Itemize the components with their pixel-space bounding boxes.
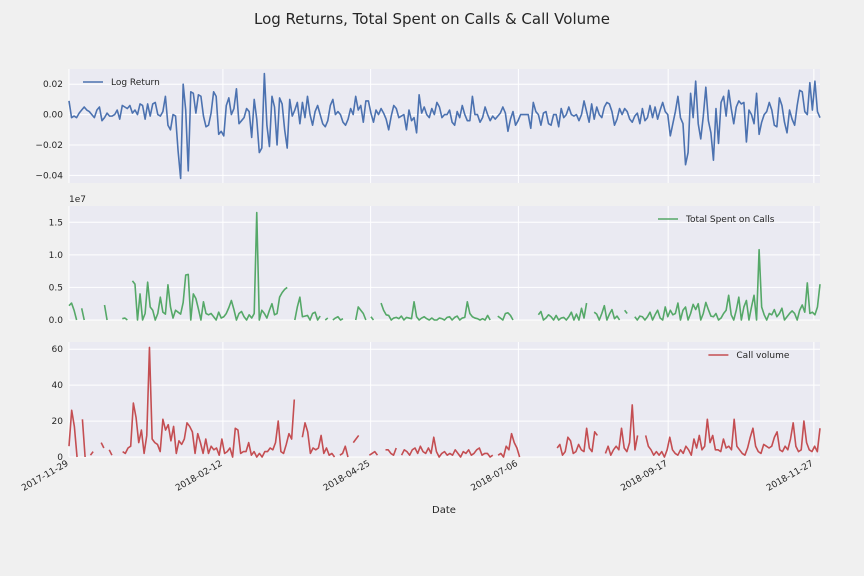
y-tick-label: 1.5 [49, 218, 63, 228]
y-offset-label: 1e7 [69, 195, 86, 205]
x-axis-label: Date [432, 505, 456, 516]
y-tick-label: 60 [52, 345, 64, 355]
x-tick-label: 2018-07-06 [470, 459, 521, 494]
y-tick-label: 0.02 [43, 80, 63, 90]
panel-bottom: 0 20 40 60 Call volume [52, 342, 821, 463]
y-tick-label: 40 [52, 381, 64, 391]
series-line [68, 346, 821, 458]
plot-background [69, 206, 820, 320]
y-tick-label: 20 [52, 417, 64, 427]
y-tick-label: 1.0 [49, 251, 64, 261]
y-tick-label: 0 [57, 453, 63, 463]
x-tick-label: 2018-02-12 [174, 459, 224, 494]
panel-middle: 0.0 0.5 1.0 1.5 1e7 Total Spent on Calls [49, 195, 821, 326]
x-tick-label: 2017-11-29 [20, 459, 71, 494]
series-line [68, 211, 821, 321]
y-tick-label: −0.04 [35, 171, 63, 181]
chart-title: Log Returns, Total Spent on Calls & Call… [254, 10, 610, 28]
legend: Log Return [83, 78, 160, 88]
x-tick-label: 2018-09-17 [619, 459, 669, 494]
legend-label: Call volume [736, 351, 789, 361]
y-tick-label: −0.02 [35, 141, 63, 151]
legend: Call volume [708, 351, 790, 361]
legend: Total Spent on Calls [658, 215, 775, 225]
y-tick-label: 0.00 [43, 111, 63, 121]
y-tick-label: 0.0 [49, 316, 64, 326]
legend-label: Total Spent on Calls [685, 215, 775, 225]
plot-background [69, 342, 820, 457]
x-tick-label: 2018-04-25 [322, 459, 372, 494]
legend-label: Log Return [111, 78, 160, 88]
x-tick-label: 2018-11-27 [765, 459, 815, 494]
series-line [68, 72, 821, 180]
y-tick-label: 0.5 [49, 283, 63, 293]
panels: 0.02 0.00 −0.02 −0.04 Log Return 0.0 0.5 1.0 1.5… [20, 69, 821, 494]
panel-top: 0.02 0.00 −0.02 −0.04 Log Return [35, 69, 821, 183]
